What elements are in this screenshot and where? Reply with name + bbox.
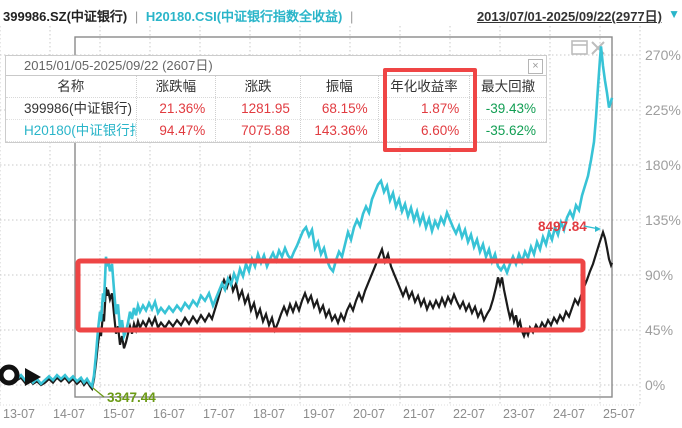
stats-value-cell: 7075.88 [215,120,300,141]
header-bar: 399986.SZ(中证银行) | H20180.CSI(中证银行指数全收益) … [3,6,357,25]
close-icon[interactable] [591,41,605,55]
y-axis-label: 0% [645,377,666,393]
stats-header-cell: 年化收益率 [377,76,470,97]
stats-value-cell: 94.47% [135,120,216,141]
stats-panel: 2015/01/05-2025/09/22 (2607日) × 名称 涨跌幅 涨跌振… [5,55,547,152]
stats-row: 399986(中证银行) 21.36% 1281.95 68.15% 1.87% -39.… [6,98,546,120]
separator: | [134,9,139,24]
series-399986-line [0,228,614,392]
y-axis-label: 135% [645,212,681,228]
close-icon: × [532,60,539,72]
y-axis-label: 225% [645,102,681,118]
start-ring-marker [0,364,20,386]
stats-value-cell: -35.62% [469,120,546,141]
stats-row: H20180(中证银行指数94.47%7075.88143.36%6.60%-3… [6,120,546,142]
stats-value-cell: 6.60% [377,120,470,141]
x-axis-label: 23-07 [503,407,535,421]
x-axis-label: 25-07 [603,407,635,421]
stats-value-cell: 143.36% [299,120,378,141]
stats-table: 名称 涨跌幅 涨跌 振幅 年化收益率 最大回撤 399986(中证银行) 21.36% 1281… [6,76,546,142]
date-range-link[interactable]: 2013/07/01-2025/09/22(2977日) [476,9,662,24]
x-axis-label: 15-07 [103,407,135,421]
series-h20180-line [0,46,614,390]
stats-value-cell: 1281.95 [215,98,300,119]
x-axis-label: 13-07 [3,407,35,421]
x-axis-label: 14-07 [53,407,85,421]
secondary-series-title[interactable]: H20180.CSI(中证银行指数全收益) [145,9,343,24]
x-axis-label: 24-07 [553,407,585,421]
stats-value-cell: 68.15% [299,98,378,119]
y-axis-label: 180% [645,157,681,173]
stats-header-cell: 最大回撤 [469,76,546,97]
chevron-down-icon[interactable]: ▼ [668,7,680,21]
separator: | [350,9,354,24]
y-axis-label: 45% [645,322,674,338]
stats-value-cell: 1.87% [377,98,470,119]
max-value-arrowhead [595,226,601,232]
stats-header-cell: 涨跌 [215,76,300,97]
min-value-callout [92,387,105,398]
y-axis-label: 270% [645,47,681,63]
x-axis-label: 17-07 [203,407,235,421]
stats-name-cell: H20180(中证银行指数 [24,123,136,138]
x-axis-label: 22-07 [453,407,485,421]
y-axis-label: 90% [645,267,674,283]
x-axis-label: 16-07 [153,407,185,421]
stats-header-row: 名称 涨跌幅 涨跌 振幅 年化收益率 最大回撤 [6,76,546,98]
stats-value-cell: 21.36% [135,98,216,119]
selection-range-box [74,36,613,398]
stats-panel-close-button[interactable]: × [528,59,543,74]
max-value-label: 8497.84 [538,219,587,234]
maximize-icon[interactable] [571,40,588,55]
x-axis-label: 18-07 [253,407,285,421]
x-axis-label: 19-07 [303,407,335,421]
stats-header-cell: 振幅 [299,76,378,97]
x-axis-label: 21-07 [403,407,435,421]
min-value-label: 3347.44 [107,390,156,405]
stats-header-cell: 涨跌幅 [135,76,216,97]
start-arrow-marker [25,368,41,386]
stats-value-cell: -39.43% [469,98,546,119]
highlight-box-chart [75,258,586,333]
stats-panel-title: 2015/01/05-2025/09/22 (2607日) [6,56,546,76]
stats-name-cell: 399986(中证银行) [24,101,133,116]
x-axis-label: 20-07 [353,407,385,421]
stats-header-cell: 名称 [57,79,85,94]
primary-series-title: 399986.SZ(中证银行) [3,9,128,24]
